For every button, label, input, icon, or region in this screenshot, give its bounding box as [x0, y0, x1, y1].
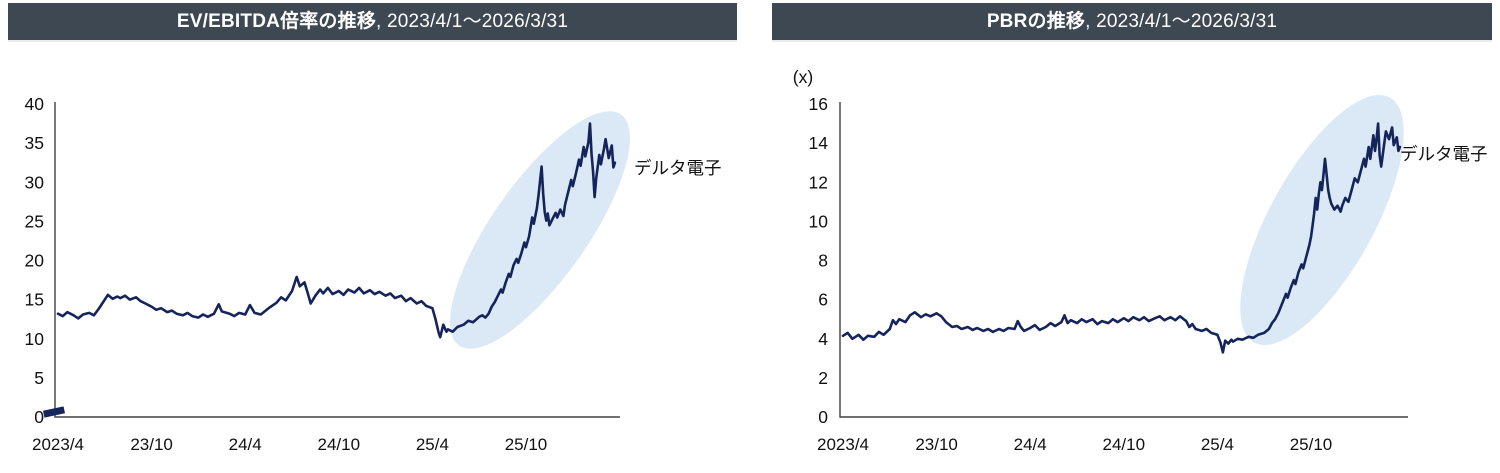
x-tick-label: 24/10 [1103, 435, 1146, 454]
series-line [56, 122, 617, 339]
series-line [841, 122, 1402, 354]
x-tick-label: 25/4 [1201, 435, 1234, 454]
x-tick-label: 24/4 [229, 435, 262, 454]
ev-ebitda-line-chart: 0 5 10 15 20 25 30 35 40 2023/4 23/10 24/4 24/10 25/4… [25, 94, 722, 454]
ev-ebitda-title-dates: , 2023/4/1～2026/3/31 [376, 11, 569, 32]
axis-lines [839, 102, 1408, 418]
pbr-title-dates: , 2023/4/1～2026/3/31 [1085, 11, 1278, 32]
y-tick-label: 0 [34, 407, 44, 427]
axis-lines [54, 102, 620, 418]
ev-ebitda-title-main: EV/EBITDA倍率の推移 [176, 11, 377, 32]
y-tick-label: 16 [809, 94, 828, 114]
y-axis-unit-label: (x) [793, 67, 813, 87]
y-tick-label: 14 [809, 133, 829, 153]
y-tick-label: 15 [25, 290, 44, 310]
series-annotation-label: デルタ電子 [1400, 144, 1488, 164]
x-tick-label: 25/10 [1290, 435, 1333, 454]
y-tick-label: 10 [25, 329, 45, 349]
x-tick-label: 24/10 [318, 435, 361, 454]
y-tick-label: 2 [818, 368, 828, 388]
y-tick-label: 35 [25, 133, 44, 153]
y-tick-label: 6 [818, 290, 828, 310]
y-tick-label: 20 [25, 251, 45, 271]
x-tick-label: 2023/4 [817, 435, 869, 454]
y-tick-label: 12 [809, 172, 828, 192]
x-tick-label: 2023/4 [32, 435, 84, 454]
x-tick-label: 23/10 [130, 435, 173, 454]
pbr-line-chart: 0 2 4 6 8 10 12 14 16 2023/4 23/10 24/4 24/10 25/4 25/… [793, 67, 1488, 454]
series-annotation-label: デルタ電子 [634, 158, 722, 178]
y-tick-label: 10 [809, 211, 829, 231]
highlight-ellipse [1240, 94, 1404, 346]
y-tick-label: 40 [25, 94, 45, 114]
pbr-chart-header: PBRの推移, 2023/4/1～2026/3/31 [772, 3, 1492, 40]
y-tick-label: 25 [25, 211, 44, 231]
y-tick-label: 0 [818, 407, 828, 427]
y-tick-label: 30 [25, 172, 45, 192]
highlight-ellipse [450, 111, 630, 349]
y-tick-label: 8 [818, 251, 828, 271]
ev-ebitda-chart-header: EV/EBITDA倍率の推移, 2023/4/1～2026/3/31 [8, 3, 737, 40]
y-tick-label: 4 [818, 329, 828, 349]
x-tick-label: 24/4 [1014, 435, 1047, 454]
y-tick-label: 5 [34, 368, 44, 388]
x-tick-label: 23/10 [915, 435, 958, 454]
pbr-title-main: PBRの推移 [986, 11, 1086, 32]
origin-marker [43, 406, 65, 418]
x-tick-label: 25/4 [416, 435, 449, 454]
x-tick-label: 25/10 [505, 435, 548, 454]
